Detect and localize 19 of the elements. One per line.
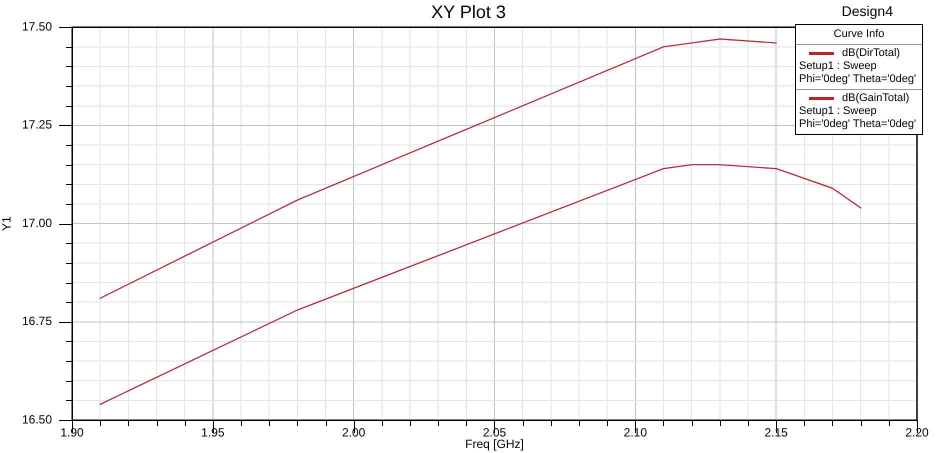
x-tick-label: 1.90 bbox=[60, 426, 84, 440]
y-tick-label: 16.50 bbox=[22, 412, 52, 426]
y-tick-label: 17.25 bbox=[22, 118, 52, 132]
y-tick-label: 16.75 bbox=[22, 314, 52, 328]
text: Design4 bbox=[842, 2, 893, 20]
y-tick-label: 17.50 bbox=[22, 20, 52, 34]
chart-title: XY Plot 3 bbox=[431, 2, 506, 22]
y-axis-title: Y1 bbox=[0, 216, 14, 231]
x-tick-label: 2.00 bbox=[342, 426, 366, 440]
x-tick-label: 2.15 bbox=[764, 426, 788, 440]
x-tick-label: 2.05 bbox=[482, 426, 506, 440]
legend-label: dB(DirTotal) Setup1 : Sweep Phi='0deg' Theta='0deg' bbox=[799, 47, 916, 86]
x-tick-label: 2.20 bbox=[905, 426, 929, 440]
legend-title: Curve Info bbox=[832, 27, 886, 42]
x-tick-label: 1.95 bbox=[201, 426, 225, 440]
x-tick-label: 2.10 bbox=[624, 426, 648, 440]
x-axis-title: Freq [GHz] bbox=[465, 437, 524, 452]
legend-label: dB(GainTotal) Setup1 : Sweep Phi='0deg' Theta='0deg' bbox=[799, 92, 916, 132]
y-tick-label: 17.00 bbox=[22, 216, 52, 230]
